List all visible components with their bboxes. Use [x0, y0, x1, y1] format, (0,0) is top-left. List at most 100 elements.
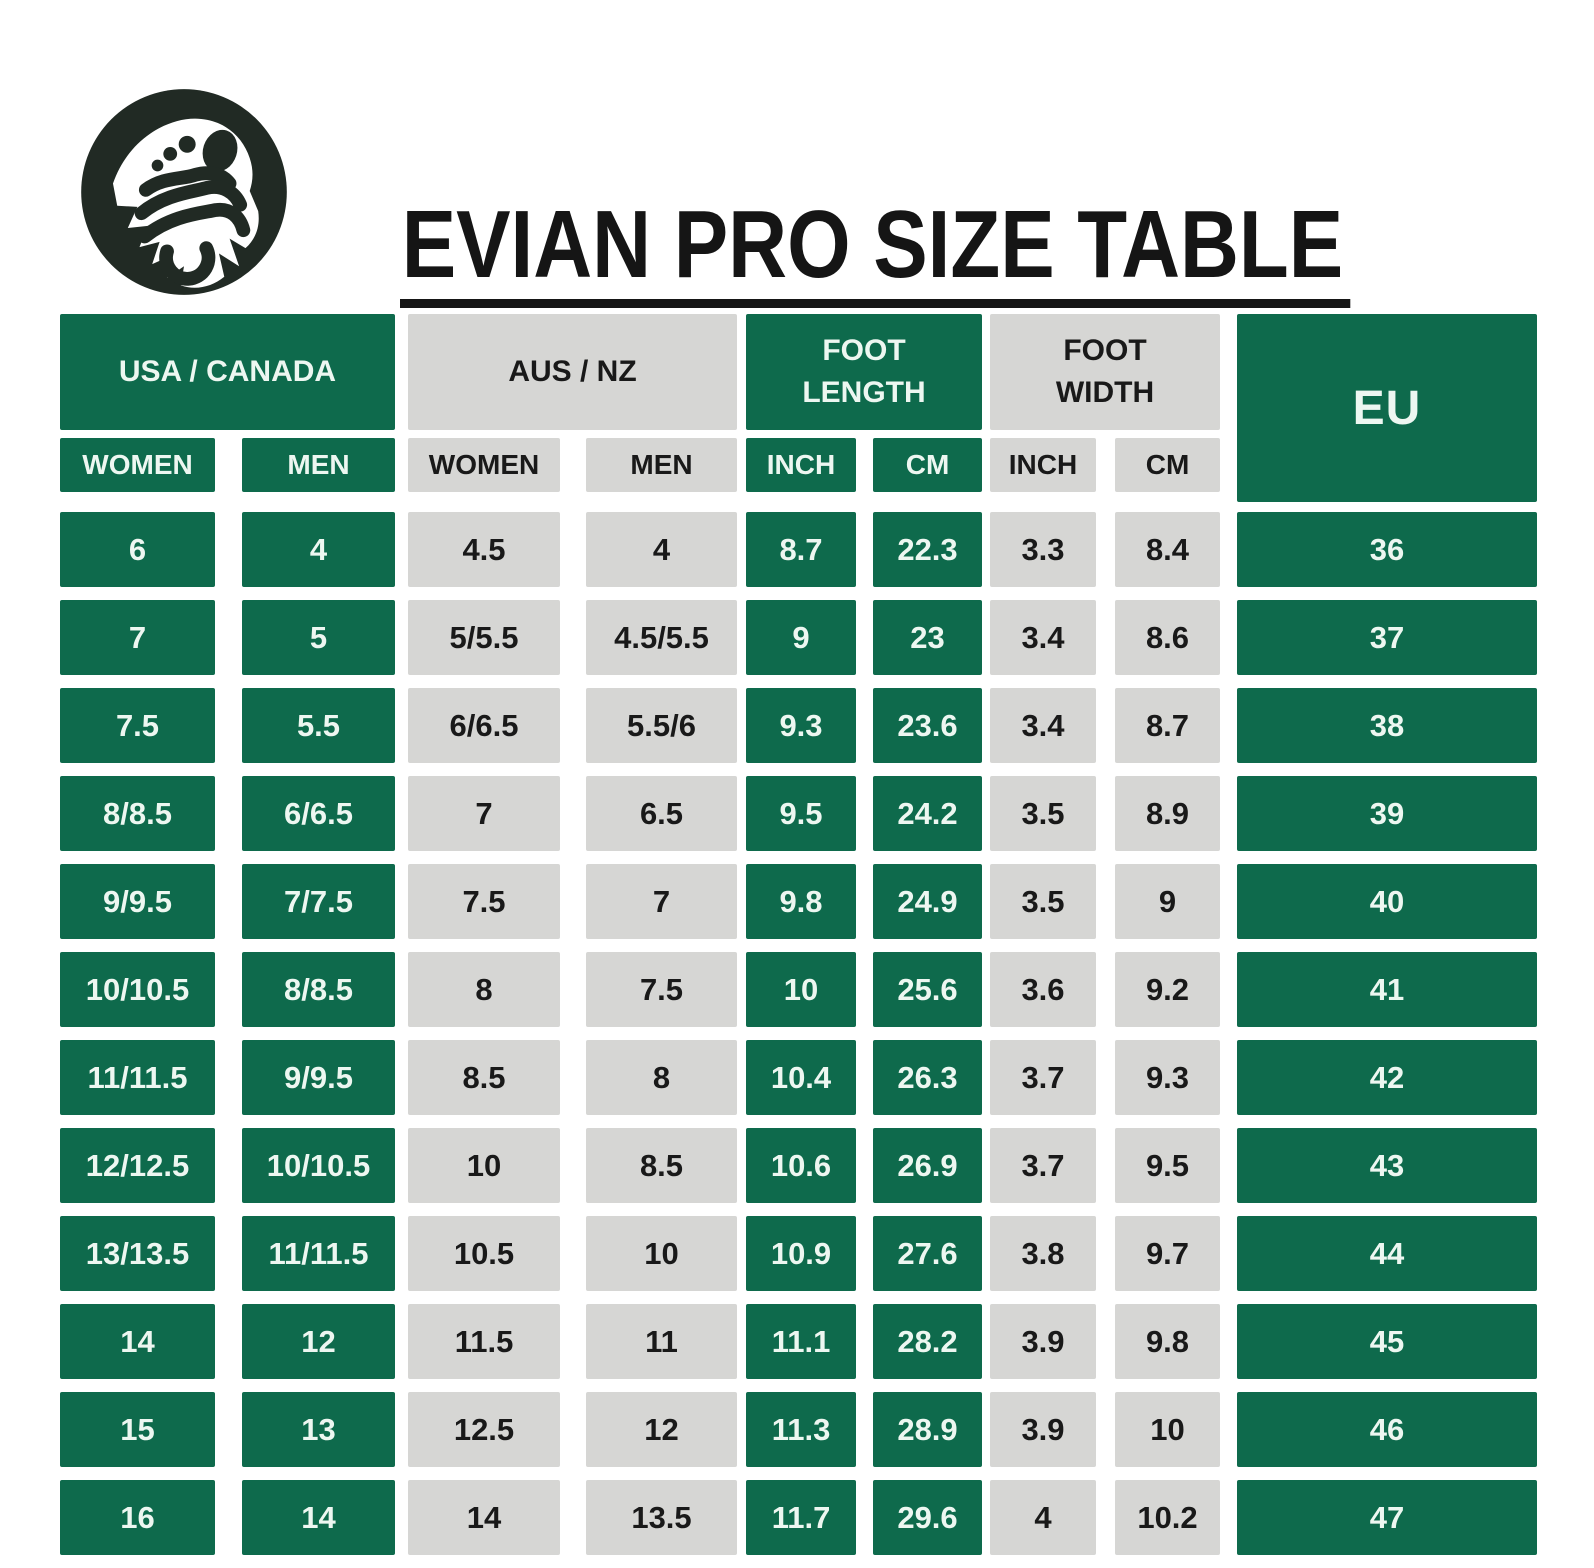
- size-cell-usa-women: 11/11.5: [60, 1040, 215, 1115]
- size-cell-aus-men: 4.5/5.5: [586, 600, 737, 675]
- size-cell-length-inch: 9.3: [746, 688, 856, 763]
- size-cell-usa-women: 7: [60, 600, 215, 675]
- size-cell-length-cm: 29.6: [873, 1480, 982, 1555]
- size-row: 13/13.5 11/11.5 10.5 10 10.9 27.6 3.8 9.7 44: [60, 1216, 1537, 1291]
- size-cell-width-inch: 3.4: [990, 600, 1096, 675]
- size-cell-length-cm: 24.9: [873, 864, 982, 939]
- size-row: 14 12 11.5 11 11.1 28.2 3.9 9.8 45: [60, 1304, 1537, 1379]
- size-cell-aus-men: 8.5: [586, 1128, 737, 1203]
- size-cell-usa-men: 11/11.5: [242, 1216, 395, 1291]
- footprint-mountain-icon: [81, 89, 287, 295]
- size-cell-usa-women: 13/13.5: [60, 1216, 215, 1291]
- size-cell-length-cm: 28.2: [873, 1304, 982, 1379]
- size-cell-width-cm: 10: [1115, 1392, 1220, 1467]
- subheader-usa-women: WOMEN: [60, 438, 215, 492]
- size-row: 10/10.5 8/8.5 8 7.5 10 25.6 3.6 9.2 41: [60, 952, 1537, 1027]
- table-subheader-row: WOMEN MEN WOMEN MEN INCH CM INCH CM: [60, 438, 1537, 492]
- size-row: 7 5 5/5.5 4.5/5.5 9 23 3.4 8.6 37: [60, 600, 1537, 675]
- size-cell-length-inch: 10.9: [746, 1216, 856, 1291]
- size-cell-aus-men: 10: [586, 1216, 737, 1291]
- size-cell-width-cm: 9.2: [1115, 952, 1220, 1027]
- size-cell-aus-women: 14: [408, 1480, 560, 1555]
- size-cell-length-cm: 23: [873, 600, 982, 675]
- size-cell-width-cm: 8.7: [1115, 688, 1220, 763]
- size-cell-aus-women: 5/5.5: [408, 600, 560, 675]
- size-cell-usa-men: 4: [242, 512, 395, 587]
- size-cell-length-inch: 9.5: [746, 776, 856, 851]
- size-cell-length-inch: 8.7: [746, 512, 856, 587]
- size-cell-width-inch: 3.9: [990, 1304, 1096, 1379]
- size-cell-usa-women: 16: [60, 1480, 215, 1555]
- size-cell-aus-women: 8: [408, 952, 560, 1027]
- size-cell-eu: 38: [1237, 688, 1537, 763]
- size-cell-usa-women: 14: [60, 1304, 215, 1379]
- size-cell-aus-men: 13.5: [586, 1480, 737, 1555]
- size-cell-length-inch: 9: [746, 600, 856, 675]
- size-cell-eu: 39: [1237, 776, 1537, 851]
- size-cell-aus-women: 4.5: [408, 512, 560, 587]
- size-cell-usa-women: 15: [60, 1392, 215, 1467]
- size-cell-length-inch: 10.6: [746, 1128, 856, 1203]
- group-header-usa-canada: USA / CANADA: [60, 314, 395, 430]
- subheader-width-inch: INCH: [990, 438, 1096, 492]
- size-cell-aus-women: 8.5: [408, 1040, 560, 1115]
- subheader-width-cm: CM: [1115, 438, 1220, 492]
- size-cell-aus-men: 6.5: [586, 776, 737, 851]
- size-cell-width-inch: 3.9: [990, 1392, 1096, 1467]
- size-row: 6 4 4.5 4 8.7 22.3 3.3 8.4 36: [60, 512, 1537, 587]
- size-cell-aus-women: 10: [408, 1128, 560, 1203]
- size-cell-usa-men: 7/7.5: [242, 864, 395, 939]
- size-cell-width-cm: 9.8: [1115, 1304, 1220, 1379]
- size-cell-length-inch: 10: [746, 952, 856, 1027]
- group-header-eu: EU: [1237, 314, 1537, 502]
- size-cell-width-inch: 4: [990, 1480, 1096, 1555]
- size-table: USA / CANADA AUS / NZ FOOT LENGTH FOOT W…: [60, 314, 1537, 1568]
- size-cell-width-inch: 3.5: [990, 776, 1096, 851]
- size-cell-width-cm: 9.3: [1115, 1040, 1220, 1115]
- group-header-foot-width: FOOT WIDTH: [990, 314, 1220, 430]
- size-cell-usa-women: 7.5: [60, 688, 215, 763]
- size-row: 9/9.5 7/7.5 7.5 7 9.8 24.9 3.5 9 40: [60, 864, 1537, 939]
- size-cell-aus-women: 7.5: [408, 864, 560, 939]
- size-cell-aus-men: 11: [586, 1304, 737, 1379]
- size-row: 11/11.5 9/9.5 8.5 8 10.4 26.3 3.7 9.3 42: [60, 1040, 1537, 1115]
- group-header-foot-length: FOOT LENGTH: [746, 314, 982, 430]
- size-cell-aus-men: 12: [586, 1392, 737, 1467]
- size-cell-length-inch: 11.7: [746, 1480, 856, 1555]
- brand-logo: [78, 86, 290, 298]
- size-cell-length-cm: 26.9: [873, 1128, 982, 1203]
- size-cell-eu: 44: [1237, 1216, 1537, 1291]
- size-cell-aus-women: 6/6.5: [408, 688, 560, 763]
- size-cell-length-inch: 11.3: [746, 1392, 856, 1467]
- page-title: EVIAN PRO SIZE TABLE: [400, 197, 1351, 308]
- size-row: 8/8.5 6/6.5 7 6.5 9.5 24.2 3.5 8.9 39: [60, 776, 1537, 851]
- size-cell-usa-women: 10/10.5: [60, 952, 215, 1027]
- size-cell-usa-men: 12: [242, 1304, 395, 1379]
- size-cell-length-cm: 26.3: [873, 1040, 982, 1115]
- size-cell-width-cm: 9.5: [1115, 1128, 1220, 1203]
- size-cell-length-inch: 9.8: [746, 864, 856, 939]
- size-cell-length-inch: 10.4: [746, 1040, 856, 1115]
- size-cell-length-cm: 28.9: [873, 1392, 982, 1467]
- size-cell-eu: 46: [1237, 1392, 1537, 1467]
- size-cell-aus-men: 7.5: [586, 952, 737, 1027]
- size-cell-eu: 45: [1237, 1304, 1537, 1379]
- size-cell-width-cm: 10.2: [1115, 1480, 1220, 1555]
- size-cell-width-cm: 8.6: [1115, 600, 1220, 675]
- size-cell-width-inch: 3.7: [990, 1128, 1096, 1203]
- size-cell-aus-women: 10.5: [408, 1216, 560, 1291]
- size-cell-usa-men: 5.5: [242, 688, 395, 763]
- size-cell-width-inch: 3.6: [990, 952, 1096, 1027]
- size-row: 16 14 14 13.5 11.7 29.6 4 10.2 47: [60, 1480, 1537, 1555]
- size-cell-aus-men: 7: [586, 864, 737, 939]
- subheader-aus-women: WOMEN: [408, 438, 560, 492]
- size-cell-eu: 37: [1237, 600, 1537, 675]
- size-row: 7.5 5.5 6/6.5 5.5/6 9.3 23.6 3.4 8.7 38: [60, 688, 1537, 763]
- subheader-usa-men: MEN: [242, 438, 395, 492]
- size-cell-eu: 47: [1237, 1480, 1537, 1555]
- table-header: USA / CANADA AUS / NZ FOOT LENGTH FOOT W…: [60, 314, 1537, 502]
- size-cell-length-cm: 24.2: [873, 776, 982, 851]
- size-cell-length-inch: 11.1: [746, 1304, 856, 1379]
- size-cell-usa-men: 14: [242, 1480, 395, 1555]
- size-cell-width-cm: 9: [1115, 864, 1220, 939]
